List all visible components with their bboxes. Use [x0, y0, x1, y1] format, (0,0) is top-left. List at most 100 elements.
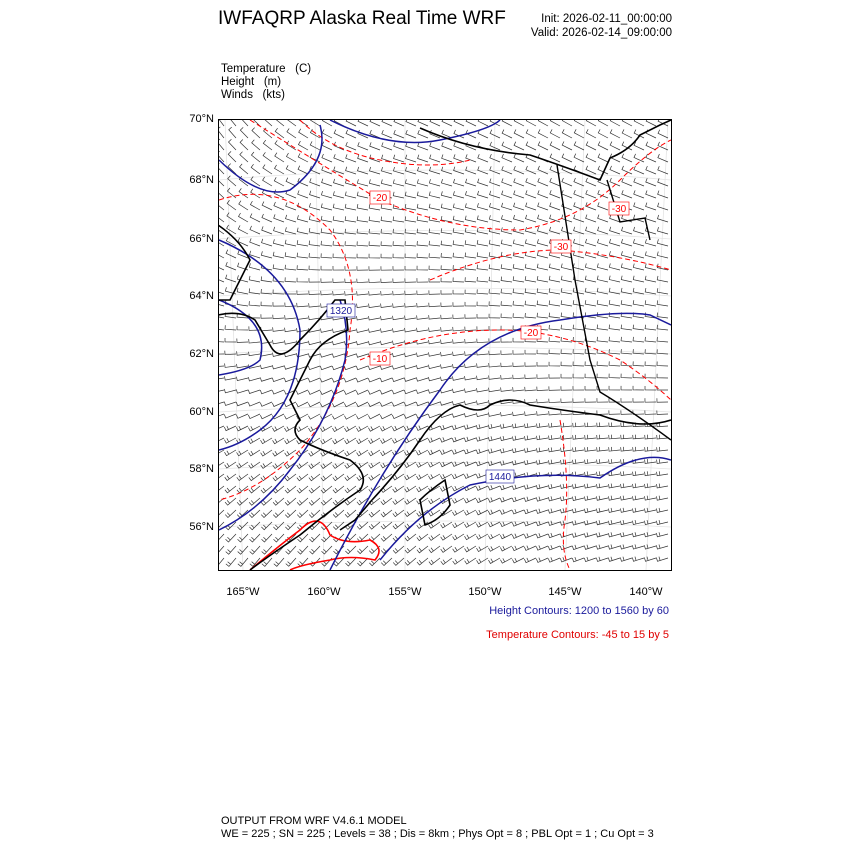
wind-barb — [596, 263, 609, 271]
wind-barb — [452, 388, 465, 394]
wind-barb — [284, 302, 297, 307]
wind-barb — [357, 117, 369, 127]
wind-barb — [260, 314, 273, 319]
wind-barb — [584, 349, 597, 355]
wind-barb — [440, 473, 453, 480]
wind-barb — [452, 265, 465, 271]
wind-barb — [356, 203, 369, 211]
wind-barb — [561, 226, 573, 235]
wind-barb — [560, 287, 573, 295]
wind-barb — [356, 425, 369, 432]
wind-barb — [248, 485, 261, 494]
wind-barb — [583, 544, 597, 550]
wind-barb — [224, 363, 237, 368]
wind-barb — [571, 532, 585, 538]
wind-barb — [381, 154, 393, 163]
wind-barb — [284, 277, 297, 283]
wind-barb — [321, 545, 333, 555]
wind-barb — [428, 352, 441, 357]
wind-barb — [262, 139, 273, 151]
wind-barb — [212, 461, 225, 469]
wind-barb — [488, 375, 501, 380]
wind-barb — [619, 544, 633, 550]
wind-barb — [632, 300, 645, 307]
wind-barb — [632, 410, 645, 415]
wind-barb — [475, 460, 489, 467]
wind-barb — [523, 496, 537, 502]
wind-barb — [225, 249, 237, 259]
wind-barb — [524, 349, 537, 355]
wind-barb — [308, 401, 321, 408]
wind-barb — [620, 251, 633, 259]
wind-barb — [428, 315, 441, 320]
wind-barb — [262, 164, 273, 175]
wind-barb — [572, 287, 585, 295]
wind-barb — [573, 226, 585, 235]
field-unit: (m) — [263, 76, 282, 88]
wind-barb — [272, 413, 285, 420]
wind-barb — [227, 175, 237, 187]
wind-barb — [596, 312, 609, 319]
wind-barb — [213, 273, 225, 283]
wind-barb — [560, 422, 573, 428]
wind-barb — [284, 327, 297, 333]
wind-barb — [284, 509, 297, 519]
wind-barb — [441, 178, 453, 187]
wind-barb — [416, 509, 429, 517]
wind-barb — [585, 129, 597, 139]
wind-barb — [404, 204, 417, 211]
wind-barb — [524, 411, 537, 416]
wind-barb — [212, 473, 225, 481]
wind-barb — [249, 521, 261, 531]
wind-barb — [499, 460, 513, 466]
wind-barb — [356, 413, 369, 420]
wind-barb — [296, 265, 309, 271]
wind-barb — [488, 289, 501, 295]
svg-text:1320: 1320 — [330, 306, 353, 317]
wind-barb — [224, 473, 237, 481]
wind-barb — [621, 153, 633, 163]
wind-barb — [500, 435, 513, 442]
wind-barb — [381, 117, 393, 127]
wind-barb — [632, 361, 645, 367]
wind-barb — [476, 215, 489, 223]
wind-barb — [248, 449, 261, 457]
wind-barb — [344, 461, 357, 469]
wind-barb — [391, 389, 405, 395]
wind-barb — [560, 300, 573, 307]
wind-barb — [549, 190, 561, 199]
wind-barb — [215, 187, 225, 199]
map-canvas: 1320 1440 -20 -30 -30 -10 -20 — [211, 114, 672, 571]
wind-barb — [488, 533, 501, 540]
wind-barb — [309, 190, 321, 199]
wind-barb — [308, 203, 321, 211]
wind-barb — [239, 139, 249, 151]
wind-barb — [476, 497, 489, 504]
wind-barb — [440, 252, 453, 259]
wind-barb — [596, 251, 609, 259]
wind-barb — [440, 449, 453, 455]
wind-barb — [296, 215, 309, 223]
wind-barb — [656, 361, 669, 367]
wind-barb — [656, 532, 669, 538]
wind-barb — [621, 141, 633, 151]
wind-barb — [596, 349, 609, 355]
wind-barb — [536, 447, 549, 453]
wind-barb — [499, 509, 513, 515]
wind-barb — [537, 226, 549, 235]
wind-barb — [561, 117, 573, 127]
wind-barb — [453, 117, 465, 127]
wind-barb — [213, 261, 225, 271]
wind-barb — [380, 328, 393, 333]
wind-barb — [452, 473, 465, 480]
wind-barb — [656, 386, 669, 391]
wind-barb — [344, 449, 357, 457]
wind-barb — [645, 165, 657, 175]
wind-barb — [463, 461, 477, 467]
wind-barb — [583, 532, 597, 538]
wind-barb — [416, 290, 429, 295]
wind-barb — [548, 349, 561, 355]
wind-barb — [608, 434, 621, 440]
wind-barb — [464, 252, 477, 259]
wind-barb — [249, 225, 261, 235]
